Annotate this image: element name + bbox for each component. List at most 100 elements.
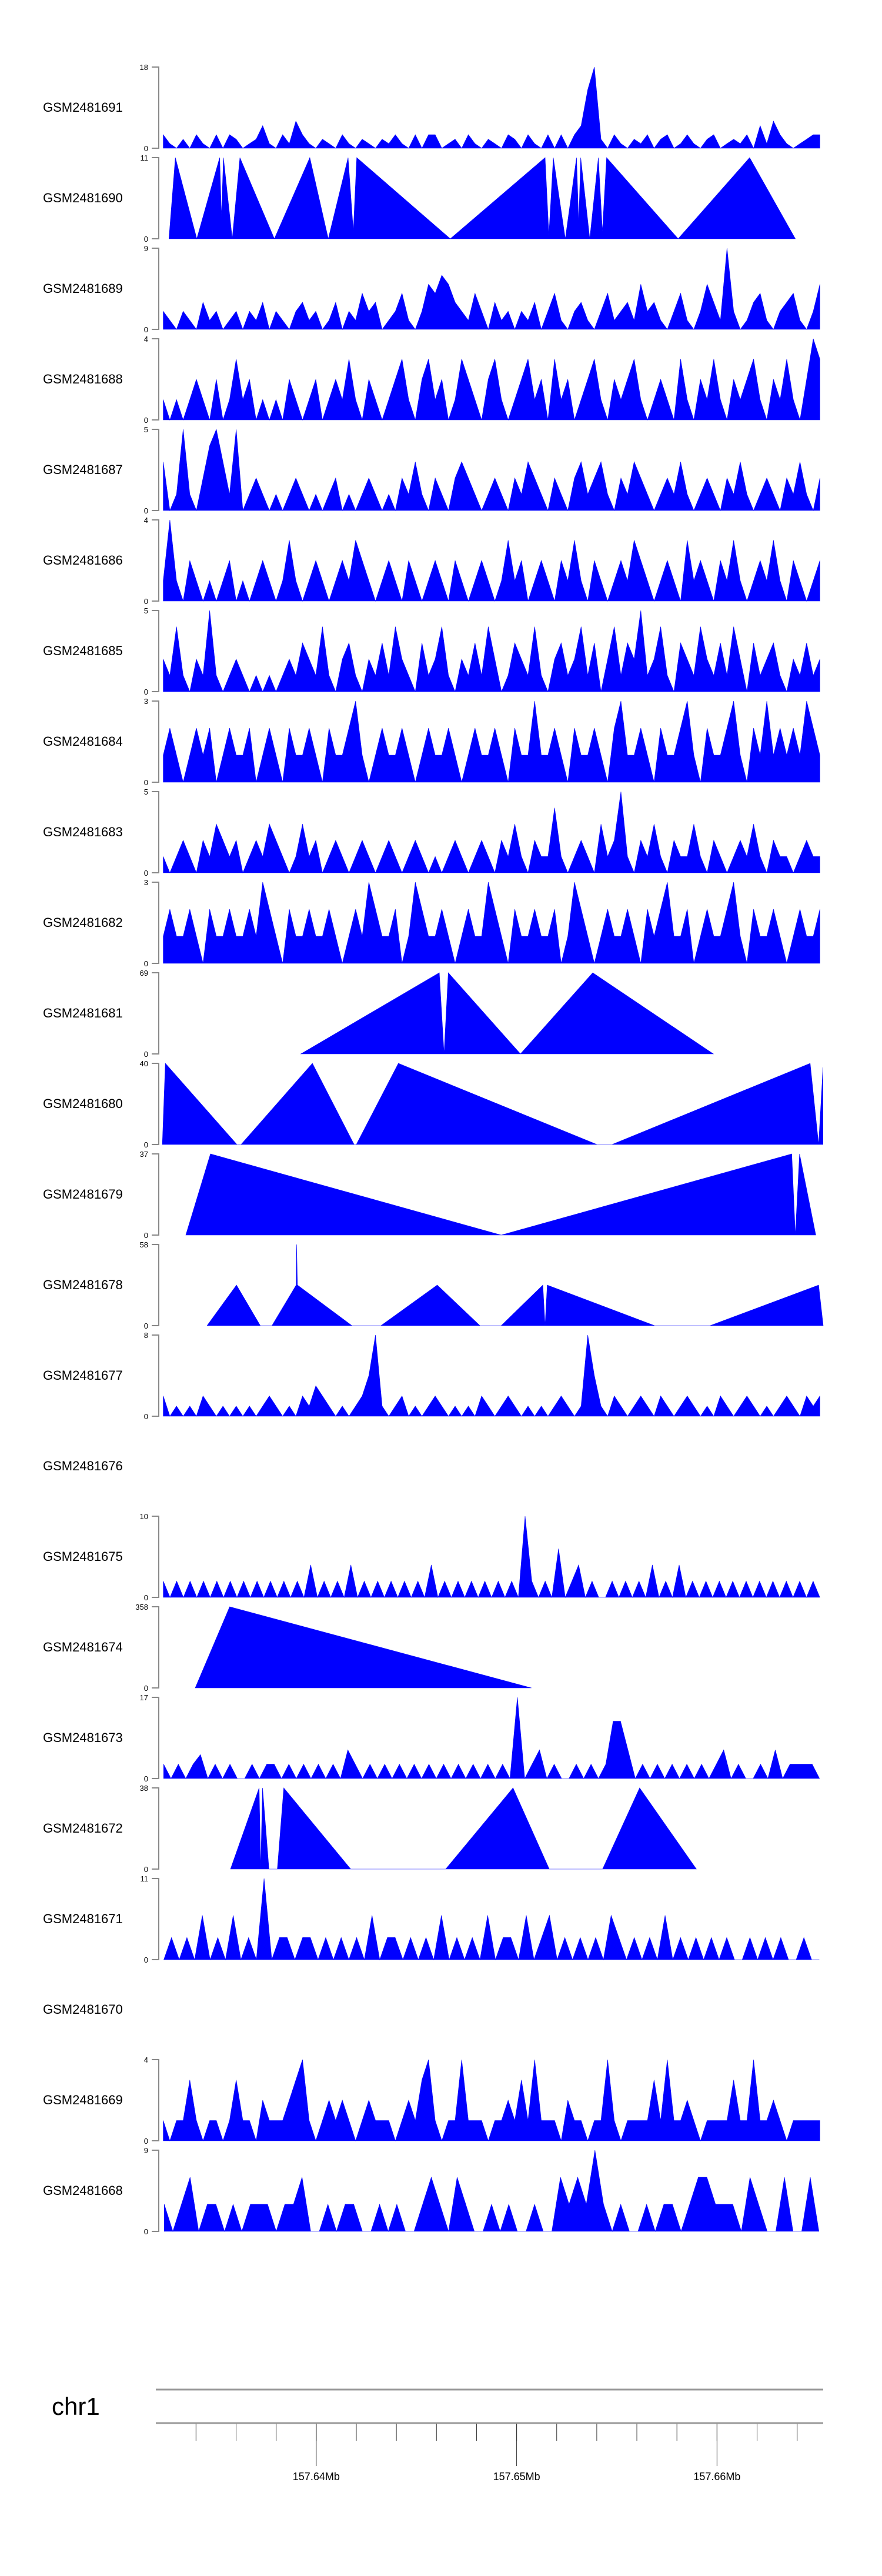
- coverage-area: [163, 700, 820, 783]
- coverage-area: [163, 1697, 820, 1780]
- y-axis: [152, 2150, 159, 2232]
- y-axis: [152, 610, 159, 692]
- coverage-area: [162, 1063, 823, 1145]
- track-GSM2481685: GSM2481685 5 0: [43, 606, 820, 696]
- y-tick-min: 0: [144, 235, 148, 243]
- y-axis: [152, 1606, 159, 1689]
- coverage-area: [163, 2059, 820, 2141]
- y-tick-max: 69: [140, 969, 148, 977]
- y-tick-max: 4: [144, 335, 148, 343]
- coverage-area: [163, 428, 820, 512]
- track-label: GSM2481669: [43, 2093, 123, 2107]
- y-axis: [152, 2059, 159, 2141]
- y-tick-max: 11: [141, 154, 149, 162]
- track-GSM2481674: GSM2481674 358 0: [43, 1603, 532, 1693]
- track-GSM2481670: GSM2481670: [43, 2002, 123, 2017]
- track-GSM2481686: GSM2481686 4 0: [43, 516, 820, 606]
- y-tick-max: 4: [144, 2056, 148, 2064]
- track-GSM2481688: GSM2481688 4 0: [43, 335, 820, 425]
- y-tick-min: 0: [144, 1322, 148, 1330]
- track-label: GSM2481679: [43, 1187, 123, 1202]
- coverage-area: [185, 1153, 816, 1236]
- track-label: GSM2481683: [43, 825, 123, 839]
- y-axis: [152, 1878, 159, 1960]
- major-tick-label: 157.66Mb: [693, 2471, 740, 2482]
- y-tick-min: 0: [144, 1956, 148, 1964]
- y-axis: [152, 1244, 159, 1326]
- y-axis: [152, 157, 159, 239]
- y-tick-min: 0: [144, 1140, 148, 1149]
- track-GSM2481683: GSM2481683 5 0: [43, 788, 820, 877]
- track-label: GSM2481687: [43, 462, 123, 477]
- coverage-area: [163, 610, 820, 693]
- coverage-area: [163, 519, 820, 602]
- y-axis: [152, 338, 159, 421]
- y-tick-max: 4: [144, 516, 148, 525]
- y-tick-max: 3: [144, 878, 148, 887]
- track-GSM2481672: GSM2481672 38 0: [43, 1784, 697, 1874]
- y-tick-min: 0: [144, 1412, 148, 1421]
- track-GSM2481689: GSM2481689 9 0: [43, 244, 820, 334]
- track-GSM2481669: GSM2481669 4 0: [43, 2056, 820, 2145]
- y-tick-max: 18: [140, 63, 148, 72]
- track-label: GSM2481689: [43, 281, 123, 296]
- track-GSM2481668: GSM2481668 9 0: [43, 2146, 820, 2236]
- track-GSM2481680: GSM2481680 40 0: [43, 1059, 823, 1149]
- y-axis: [152, 1063, 159, 1145]
- coverage-area: [300, 972, 714, 1055]
- track-label: GSM2481674: [43, 1640, 123, 1654]
- track-label: GSM2481690: [43, 191, 123, 205]
- y-tick-max: 10: [140, 1512, 148, 1521]
- y-axis: [152, 1787, 159, 1870]
- y-axis: [152, 66, 159, 149]
- track-GSM2481690: GSM2481690 11 0: [43, 154, 796, 243]
- y-tick-min: 0: [144, 416, 148, 425]
- y-tick-min: 0: [144, 144, 148, 153]
- major-tick-label: 157.65Mb: [493, 2471, 540, 2482]
- y-axis: [152, 1697, 159, 1779]
- y-axis: [152, 519, 159, 602]
- track-label: GSM2481688: [43, 372, 123, 386]
- track-GSM2481673: GSM2481673 17 0: [43, 1693, 820, 1783]
- y-tick-min: 0: [144, 688, 148, 696]
- y-tick-min: 0: [144, 778, 148, 787]
- track-label: GSM2481684: [43, 734, 123, 749]
- y-tick-min: 0: [144, 1593, 148, 1602]
- track-label: GSM2481677: [43, 1368, 123, 1383]
- coverage-area: [163, 791, 820, 874]
- track-GSM2481681: GSM2481681 69 0: [43, 969, 714, 1059]
- track-label: GSM2481685: [43, 643, 123, 658]
- y-tick-max: 8: [144, 1331, 148, 1340]
- y-tick-min: 0: [144, 1231, 148, 1240]
- track-GSM2481678: GSM2481678 58 0: [43, 1240, 824, 1330]
- y-tick-max: 37: [140, 1150, 148, 1159]
- y-tick-min: 0: [144, 1684, 148, 1693]
- y-tick-max: 11: [141, 1874, 149, 1883]
- genome-axis: chr1 157.64Mb 157.65Mb 157.66Mb: [52, 2388, 823, 2482]
- track-label: GSM2481675: [43, 1549, 123, 1564]
- track-label: GSM2481680: [43, 1096, 123, 1111]
- y-tick-max: 5: [144, 788, 148, 796]
- chromosome-label: chr1: [52, 2393, 100, 2420]
- coverage-area: [163, 1878, 820, 1961]
- y-tick-min: 0: [144, 2137, 148, 2145]
- y-axis: [152, 1516, 159, 1598]
- track-label: GSM2481681: [43, 1006, 123, 1020]
- y-tick-max: 9: [144, 2146, 148, 2155]
- y-tick-max: 358: [135, 1603, 148, 1611]
- track-GSM2481676: GSM2481676: [43, 1459, 123, 1473]
- y-tick-min: 0: [144, 1774, 148, 1783]
- track-label: GSM2481676: [43, 1459, 123, 1473]
- coverage-area: [163, 66, 820, 149]
- y-axis: [152, 791, 159, 873]
- track-GSM2481671: GSM2481671 11 0: [43, 1874, 820, 1964]
- track-GSM2481691: GSM2481691 18 0: [43, 63, 820, 153]
- y-tick-max: 58: [140, 1240, 148, 1249]
- y-axis: [152, 1334, 159, 1417]
- y-tick-max: 17: [140, 1693, 148, 1702]
- y-tick-min: 0: [144, 506, 148, 515]
- y-tick-min: 0: [144, 959, 148, 968]
- track-GSM2481687: GSM2481687 5 0: [43, 425, 820, 515]
- y-tick-max: 5: [144, 606, 148, 615]
